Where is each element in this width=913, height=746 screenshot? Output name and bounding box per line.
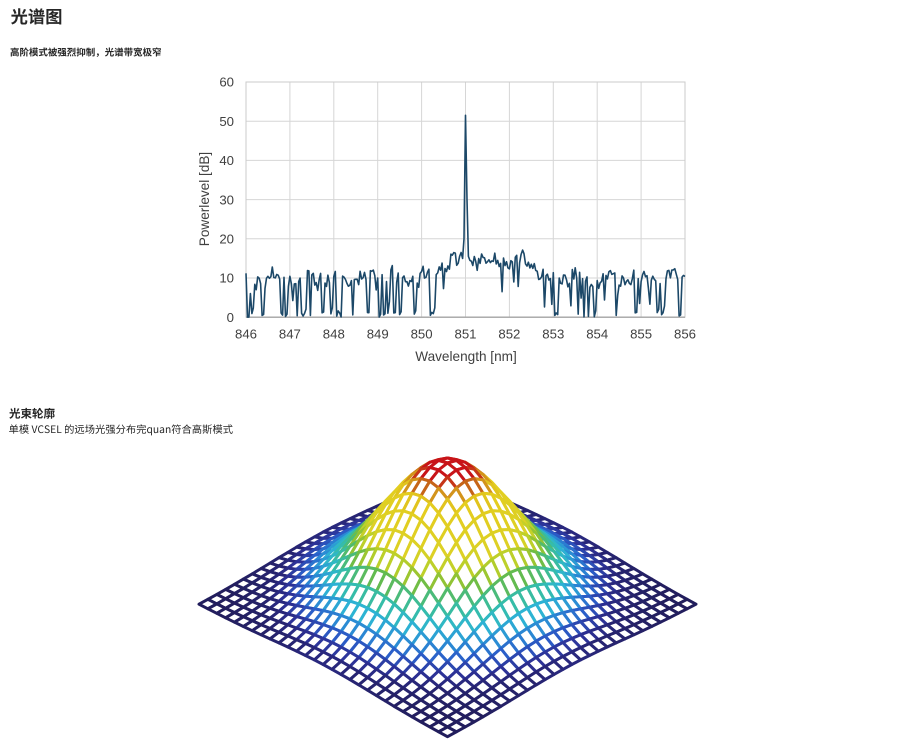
svg-text:40: 40 — [219, 153, 234, 168]
svg-text:849: 849 — [367, 327, 389, 342]
svg-text:20: 20 — [219, 232, 234, 247]
svg-text:851: 851 — [454, 327, 476, 342]
svg-text:847: 847 — [279, 327, 301, 342]
svg-text:10: 10 — [219, 271, 234, 286]
svg-text:60: 60 — [219, 75, 234, 90]
svg-text:854: 854 — [586, 327, 608, 342]
svg-text:30: 30 — [219, 192, 234, 207]
svg-text:846: 846 — [235, 327, 257, 342]
svg-text:855: 855 — [630, 327, 652, 342]
svg-text:Powerlevel [dB]: Powerlevel [dB] — [197, 152, 212, 246]
svg-text:852: 852 — [498, 327, 520, 342]
svg-text:848: 848 — [323, 327, 345, 342]
svg-text:50: 50 — [219, 114, 234, 129]
svg-text:0: 0 — [227, 310, 234, 325]
svg-text:856: 856 — [674, 327, 696, 342]
svg-text:853: 853 — [542, 327, 564, 342]
svg-text:Wavelength [nm]: Wavelength [nm] — [415, 349, 517, 364]
svg-text:850: 850 — [411, 327, 433, 342]
